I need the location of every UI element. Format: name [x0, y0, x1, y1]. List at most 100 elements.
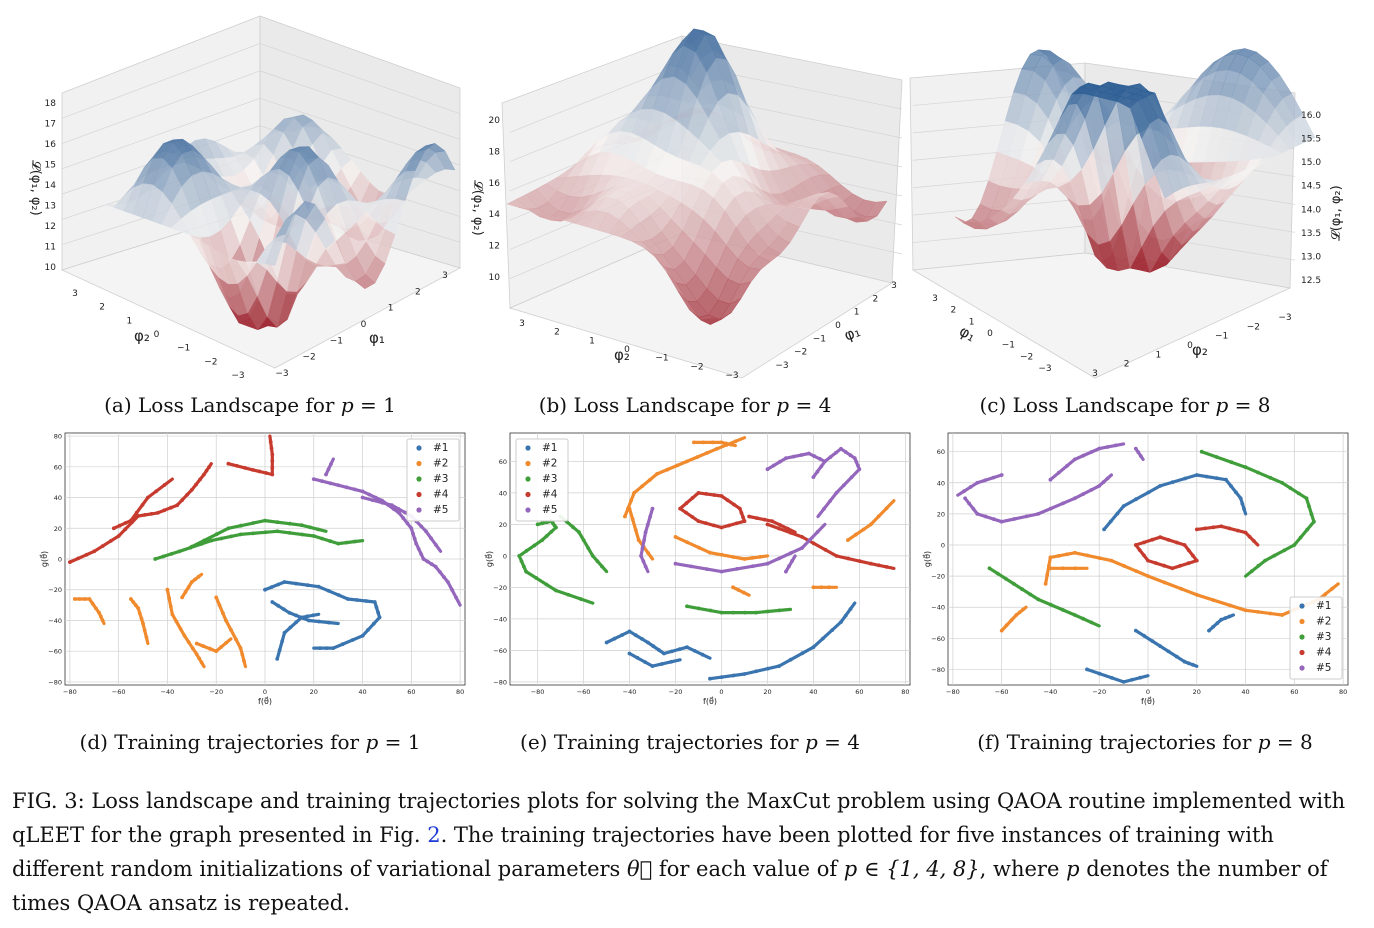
data-point	[579, 597, 583, 601]
data-point	[1065, 552, 1069, 557]
data-point	[581, 538, 586, 543]
z-tick-label: 14.5	[1301, 182, 1321, 192]
data-point	[700, 652, 705, 657]
data-point	[1012, 582, 1016, 586]
data-point	[1101, 480, 1106, 485]
y-tick-label: 20	[499, 521, 507, 529]
data-point	[77, 597, 82, 601]
legend-marker-3	[1299, 634, 1305, 640]
surface-mesh	[104, 114, 456, 331]
legend: #1 #2 #3 #4 #5	[515, 438, 569, 522]
data-point	[1186, 548, 1191, 553]
data-point	[240, 652, 245, 657]
data-point	[1204, 474, 1209, 479]
data-point	[238, 646, 243, 650]
data-point	[360, 633, 365, 638]
data-point	[294, 620, 298, 625]
data-point	[1150, 639, 1155, 643]
data-point	[352, 487, 357, 492]
x-tick-label: 60	[855, 688, 863, 696]
data-point	[328, 539, 333, 544]
data-point	[1024, 514, 1029, 519]
subcaption-c: (c) Loss Landscape for p = 8	[915, 393, 1335, 417]
x-tick-label: 0	[1146, 688, 1150, 696]
data-point	[377, 615, 382, 620]
data-point	[633, 633, 638, 638]
data-point	[1036, 512, 1041, 516]
surface-mesh	[954, 48, 1316, 273]
legend-marker-3	[525, 476, 531, 482]
data-point	[696, 519, 701, 524]
data-point	[811, 585, 816, 590]
surface-facet	[699, 318, 723, 325]
z-tick-label: 10	[489, 273, 501, 283]
data-point	[876, 563, 881, 568]
data-point	[647, 478, 652, 482]
y-tick-label: −2	[690, 362, 703, 372]
z-tick-label: 14.0	[1301, 205, 1321, 215]
series-5	[311, 457, 462, 607]
data-point	[189, 544, 194, 549]
data-point	[754, 610, 758, 615]
data-point	[677, 647, 682, 652]
caption-text-3: for each value of	[652, 857, 844, 881]
data-point	[360, 489, 365, 494]
z-tick-label: 12	[45, 222, 56, 232]
x-tick-label: 40	[1241, 688, 1249, 696]
data-point	[690, 515, 695, 519]
x-axis-label: f(θ⃗)	[703, 696, 717, 706]
data-point	[1247, 534, 1252, 539]
data-point	[308, 525, 312, 530]
subcaption-f: (f) Training trajectories for p = 8	[940, 730, 1350, 754]
data-point	[734, 521, 739, 526]
legend-label-1: #1	[1316, 600, 1331, 612]
data-point	[650, 506, 655, 511]
data-point	[777, 664, 781, 668]
subcaption-f-text: (f) Training trajectories for	[977, 730, 1258, 754]
data-point	[834, 450, 838, 455]
figure-reference-link[interactable]: 2	[427, 823, 441, 847]
subcaption-f-var: p	[1257, 730, 1271, 754]
data-point	[336, 541, 341, 546]
data-point	[742, 590, 746, 595]
y-tick-label: −2	[204, 357, 217, 367]
data-point	[142, 513, 147, 517]
data-point	[1105, 445, 1110, 449]
data-point	[843, 613, 848, 618]
data-point	[169, 551, 174, 556]
data-point	[134, 510, 139, 515]
data-point	[790, 559, 794, 563]
legend-marker-4	[1299, 649, 1305, 656]
data-point	[68, 560, 72, 564]
data-point	[194, 652, 199, 657]
x-tick-label: 0	[835, 321, 841, 331]
subcaption-a-value: = 1	[353, 393, 396, 417]
trajectory-curve	[1200, 450, 1316, 578]
legend-label-3: #3	[433, 473, 448, 485]
trajectory-curve	[129, 597, 150, 646]
x-tick-label: −40	[623, 688, 637, 696]
data-point	[1268, 475, 1273, 480]
legend-marker-1	[525, 445, 531, 451]
data-point	[1179, 586, 1184, 591]
data-point	[848, 453, 853, 458]
data-point	[731, 555, 736, 559]
y-tick-label: −3	[725, 371, 738, 381]
trajectory-curve	[731, 585, 751, 597]
series-1	[1085, 473, 1248, 684]
data-point	[1150, 537, 1155, 542]
data-point	[1108, 519, 1113, 524]
data-point	[1097, 484, 1102, 488]
data-point	[380, 500, 385, 505]
data-point	[771, 463, 776, 468]
subcaption-c-value: = 8	[1228, 393, 1271, 417]
data-point	[856, 463, 860, 468]
y-tick-label: 3	[519, 319, 525, 329]
data-point	[412, 536, 417, 541]
data-point	[789, 551, 793, 555]
legend-label-4: #4	[433, 489, 449, 501]
data-point	[1142, 540, 1146, 545]
data-point	[224, 640, 229, 645]
data-point	[1166, 649, 1171, 654]
x-tick-label: −3	[275, 369, 288, 379]
